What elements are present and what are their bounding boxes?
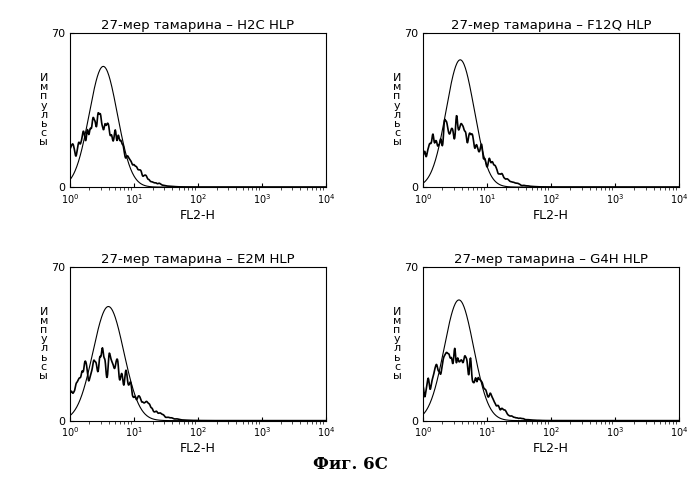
Y-axis label: И
м
п
у
л
ь
с
ы: И м п у л ь с ы [39, 73, 48, 148]
X-axis label: FL2-H: FL2-H [180, 442, 216, 455]
Title: 27-мер тамарина – E2M HLP: 27-мер тамарина – E2M HLP [101, 253, 295, 266]
X-axis label: FL2-H: FL2-H [533, 208, 569, 221]
Title: 27-мер тамарина – G4H HLP: 27-мер тамарина – G4H HLP [454, 253, 648, 266]
Text: Фиг. 6C: Фиг. 6C [313, 456, 387, 473]
Y-axis label: И
м
п
у
л
ь
с
ы: И м п у л ь с ы [39, 306, 48, 381]
Y-axis label: И
м
п
у
л
ь
с
ы: И м п у л ь с ы [393, 306, 401, 381]
Title: 27-мер тамарина – H2C HLP: 27-мер тамарина – H2C HLP [102, 19, 295, 33]
Y-axis label: И
м
п
у
л
ь
с
ы: И м п у л ь с ы [393, 73, 401, 148]
X-axis label: FL2-H: FL2-H [180, 208, 216, 221]
Title: 27-мер тамарина – F12Q HLP: 27-мер тамарина – F12Q HLP [451, 19, 651, 33]
X-axis label: FL2-H: FL2-H [533, 442, 569, 455]
